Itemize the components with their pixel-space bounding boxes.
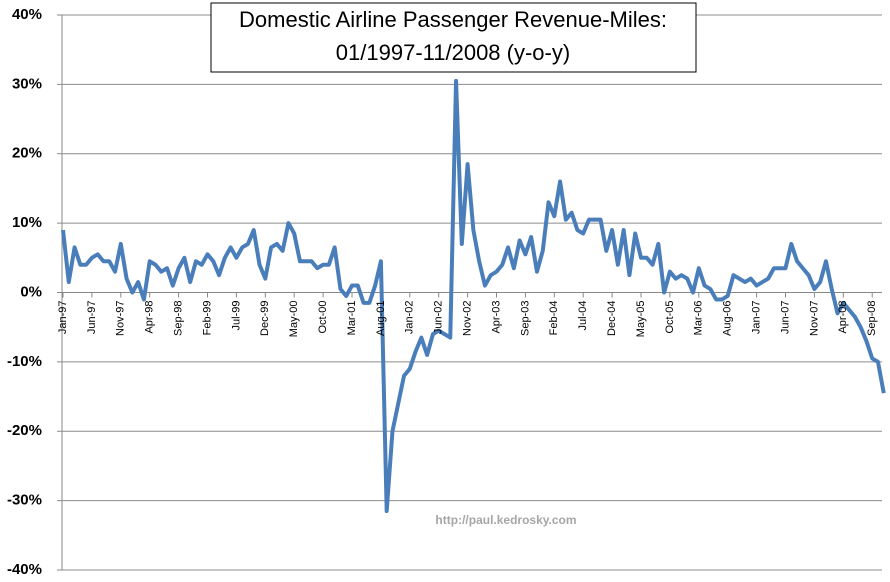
y-tick-label: 40% bbox=[12, 6, 42, 23]
y-tick-label: -20% bbox=[7, 422, 42, 439]
plot bbox=[61, 78, 886, 514]
x-tick-label: Jul-99 bbox=[230, 301, 242, 331]
x-tick-label: Aug-06 bbox=[722, 301, 734, 336]
x-tick-label: Feb-99 bbox=[201, 301, 213, 336]
x-tick-label: Sep-03 bbox=[519, 301, 531, 336]
x-tick-label: Jan-02 bbox=[404, 301, 416, 335]
x-tick-label: Apr-03 bbox=[490, 301, 502, 334]
x-tick-label: Jul-04 bbox=[577, 301, 589, 331]
x-tick-label: Nov-97 bbox=[115, 301, 127, 336]
chart-title: Domestic Airline Passenger Revenue-Miles… bbox=[239, 7, 667, 32]
x-tick-label: Jan-07 bbox=[751, 301, 763, 335]
x-tick-label: May-05 bbox=[635, 301, 647, 338]
x-tick-label: Feb-04 bbox=[548, 301, 560, 336]
x-tick-label: Dec-04 bbox=[606, 301, 618, 336]
y-tick-label: -10% bbox=[7, 353, 42, 370]
y-tick-label: 20% bbox=[12, 145, 42, 162]
x-tick-label: Jun-07 bbox=[779, 301, 791, 335]
title-box bbox=[210, 2, 697, 73]
x-tick-label: Jun-97 bbox=[86, 301, 98, 335]
grid bbox=[57, 14, 882, 571]
x-tick-label: Sep-08 bbox=[866, 301, 878, 336]
x-tick-label: Nov-07 bbox=[808, 301, 820, 336]
y-tick-label: 10% bbox=[12, 214, 42, 231]
x-tick-label: Dec-99 bbox=[259, 301, 271, 336]
y-tick-label: -40% bbox=[7, 561, 42, 578]
x-tick-label: Jan-97 bbox=[57, 301, 69, 335]
x-tick-label: Mar-06 bbox=[693, 301, 705, 336]
chart-title: 01/1997-11/2008 (y-o-y) bbox=[336, 40, 570, 65]
x-tick-label: Mar-01 bbox=[346, 301, 358, 336]
x-tick-label: Jun-02 bbox=[433, 301, 445, 335]
x-tick-label: Apr-08 bbox=[837, 301, 849, 334]
x-tick-label: May-00 bbox=[288, 301, 300, 338]
x-tick-label: Aug-01 bbox=[375, 301, 387, 336]
x-tick-label: Sep-98 bbox=[173, 301, 185, 336]
data-line bbox=[61, 78, 886, 514]
x-tick-label: Oct-00 bbox=[317, 301, 329, 334]
y-tick-label: -30% bbox=[7, 492, 42, 509]
x-tick-label: Oct-05 bbox=[664, 301, 676, 334]
x-tick-label: Apr-98 bbox=[144, 301, 156, 334]
y-tick-label: 30% bbox=[12, 75, 42, 92]
x-tick-label: Nov-02 bbox=[462, 301, 474, 336]
watermark: http://paul.kedrosky.com bbox=[435, 513, 576, 527]
y-tick-label: 0% bbox=[20, 283, 42, 300]
